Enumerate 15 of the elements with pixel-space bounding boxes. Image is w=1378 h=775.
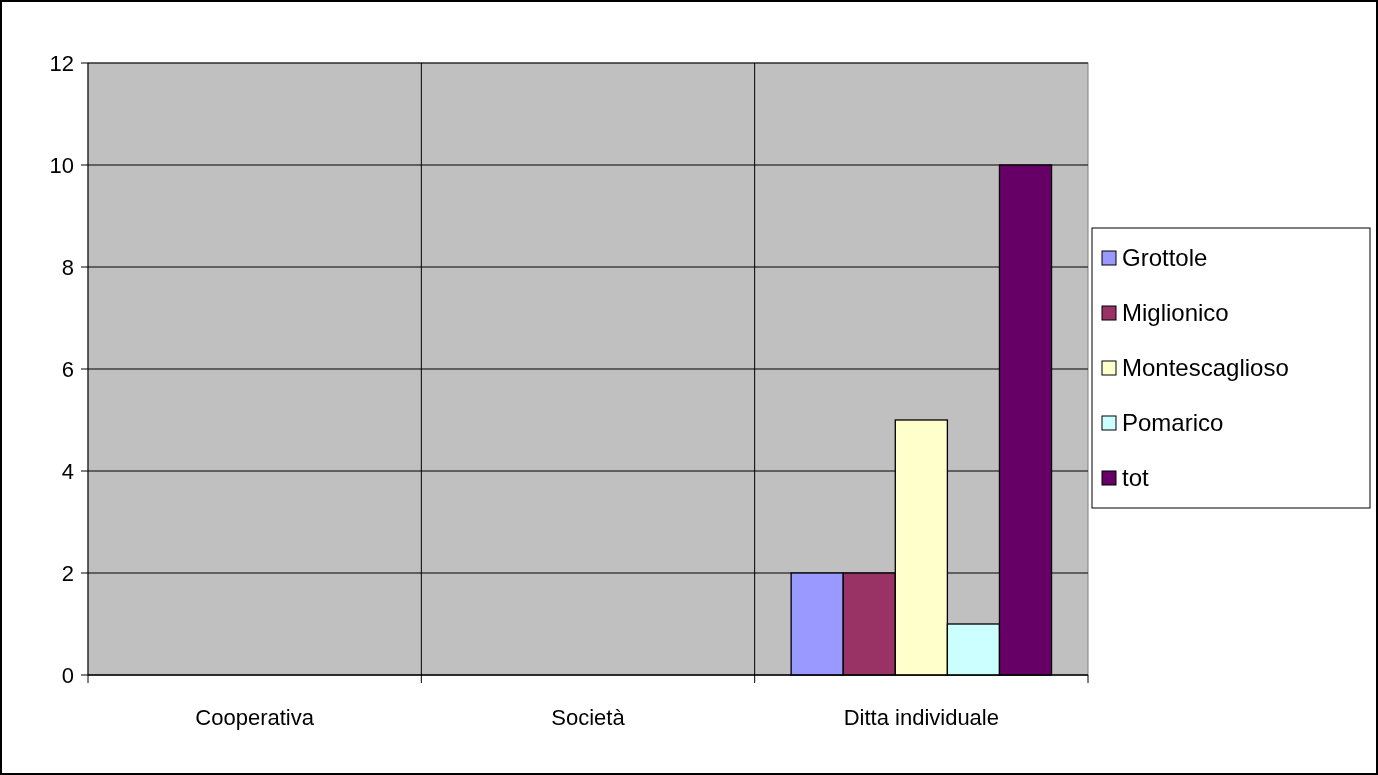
y-tick-label: 12 (49, 50, 74, 76)
y-tick-label: 2 (61, 560, 74, 586)
y-tick-label: 10 (49, 152, 74, 178)
y-tick-label: 0 (61, 662, 74, 688)
y-tick-label: 4 (61, 458, 74, 484)
legend-label: Pomarico (1122, 409, 1224, 437)
x-tick-label: Cooperativa (195, 705, 315, 730)
x-tick-label: Società (551, 705, 626, 730)
legend-label: Miglionico (1122, 299, 1229, 327)
x-tick-label: Ditta individuale (843, 705, 999, 730)
legend-label: tot (1122, 464, 1150, 492)
legend-label: Grottole (1122, 244, 1208, 272)
legend-label: Montescaglioso (1122, 354, 1289, 382)
y-tick-label: 6 (61, 356, 74, 382)
y-tick-label: 8 (61, 254, 74, 280)
